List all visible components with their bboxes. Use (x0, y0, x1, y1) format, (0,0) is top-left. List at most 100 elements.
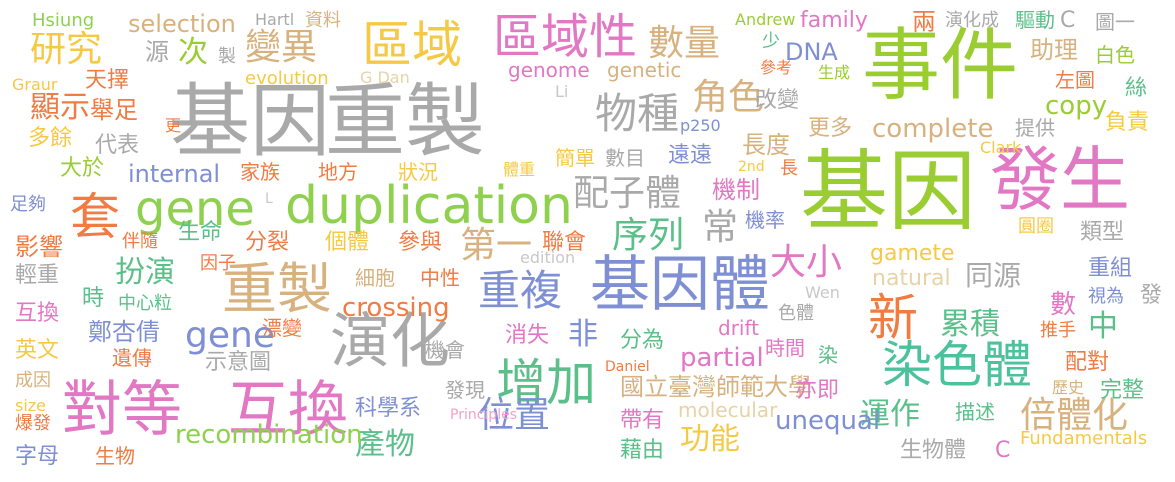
word-wuzhong: 物種 (595, 89, 680, 138)
word-zhong: 中 (1088, 309, 1118, 344)
word-shengwu: 生物 (95, 444, 135, 468)
word-gengduo: 更多 (808, 116, 853, 141)
word-seti: 色體 (778, 303, 814, 324)
word-changdu: 長度 (742, 131, 790, 159)
word-jieyou: 藉由 (620, 438, 665, 463)
word-xiaoshi: 消失 (505, 323, 550, 348)
word-weizhi: 位置 (478, 395, 551, 436)
word-wanzheng: 完整 (1100, 378, 1145, 403)
word-hsiung: Hsiung (32, 10, 95, 31)
word-selection: selection (128, 10, 236, 38)
word-p250: p250 (680, 116, 721, 135)
word-yuan: 源 (145, 38, 169, 66)
word-ziliao: 資料 (305, 10, 341, 31)
word-chengyin: 成因 (15, 370, 51, 391)
word-shumu: 數目 (605, 146, 645, 170)
word-wen: Wen (805, 283, 840, 302)
word-xulie: 序列 (612, 215, 685, 256)
word-2nd: 2nd (738, 159, 765, 175)
word-shiwei: 視為 (1088, 286, 1124, 307)
word-liang: 兩 (912, 8, 936, 36)
word-jiyinti: 基因體 (590, 250, 770, 320)
word-zhongxing: 中性 (420, 266, 460, 290)
word-drift: drift (718, 316, 760, 340)
word-canyu: 參與 (398, 230, 443, 255)
word-daibiao: 代表 (95, 133, 140, 158)
word-hartl: Hartl (255, 10, 295, 29)
word-duideng: 對等 (62, 375, 182, 445)
word-yuanquan: 圓圈 (1018, 216, 1054, 237)
word-juzu: 舉足 (90, 96, 138, 124)
word-zhengxingqian: 鄭杏倩 (88, 318, 160, 346)
word-zengjia: 增加 (496, 354, 596, 412)
word-lianhui: 聯會 (542, 230, 587, 255)
word-ci: 次 (178, 35, 208, 70)
word-yuanyuan: 遠遠 (668, 143, 713, 168)
word-si: 絲 (1125, 76, 1148, 101)
word-xin: 新 (868, 289, 918, 347)
word-dayu: 大於 (60, 156, 105, 181)
word-zhi: 製 (218, 46, 236, 67)
word-unequal: unequal (775, 406, 881, 436)
word-complete: complete (872, 114, 994, 144)
word-xianshi: 顯示 (30, 90, 90, 125)
word-shuliang: 數量 (648, 23, 721, 64)
word-l: L (265, 191, 273, 207)
word-genome: genome (508, 58, 590, 82)
word-miaoshu: 描述 (955, 400, 995, 424)
word-fenwei: 分為 (620, 328, 665, 353)
word-faxian: 發現 (445, 378, 485, 402)
word-kexuexi: 科學系 (355, 396, 422, 421)
word-dna: DNA (785, 38, 838, 66)
word-yingwen: 英文 (15, 338, 60, 363)
word-shengcheng: 生成 (818, 63, 851, 82)
word-tigong: 提供 (1015, 116, 1055, 140)
word-yichuan: 遺傳 (112, 346, 152, 370)
word-zugou: 足夠 (10, 194, 46, 215)
word-chongzu: 重組 (1088, 256, 1133, 281)
word-shao: 少 (762, 31, 780, 52)
word-tuishou: 推手 (1040, 320, 1076, 341)
word-duoyu: 多餘 (28, 126, 73, 151)
word-size: size (15, 396, 47, 415)
word-bianyi: 變異 (245, 27, 318, 68)
word-lishi: 歷史 (1052, 378, 1085, 397)
word-qudong: 驅動 (1015, 8, 1055, 32)
word-fundamentals: Fundamentals (1020, 428, 1148, 449)
word-yunzuo: 運作 (860, 397, 920, 432)
word-juese: 角色 (692, 77, 765, 118)
word-graur: Graur (12, 75, 58, 94)
word-qingzhong: 輕重 (15, 263, 60, 288)
word-peiziti: 配子體 (573, 173, 682, 214)
word-clark: Clark (980, 138, 1022, 157)
word-gene: gene (135, 181, 255, 237)
word-geng: 更 (165, 116, 182, 135)
word-molecular: molecular (678, 398, 778, 422)
word-shijian-2: 時間 (765, 336, 805, 360)
word-zhongxinli: 中心粒 (118, 293, 172, 314)
word-zimu: 字母 (15, 444, 60, 469)
word-edition: edition (520, 248, 576, 267)
word-gaibian: 改變 (755, 88, 800, 113)
word-daiyou: 帶有 (620, 408, 665, 433)
word-beitihua: 倍體化 (1020, 395, 1129, 436)
word-yanhuacheng: 演化成 (945, 10, 999, 31)
word-huhuan: 互換 (228, 375, 348, 445)
word-evolution: evolution (245, 68, 329, 89)
word-ran: 染 (818, 343, 838, 367)
word-c-1: C (1060, 8, 1076, 33)
word-ntnu: 國立臺灣師範大學 (620, 373, 812, 401)
word-tizhong: 體重 (503, 160, 536, 179)
word-fasheng: 發生 (990, 139, 1130, 221)
word-geti: 個體 (325, 230, 370, 255)
word-natural: natural (872, 266, 951, 291)
word-zhuli: 助理 (1030, 36, 1078, 64)
word-fei: 非 (568, 317, 598, 352)
word-huhuan-2: 互換 (15, 301, 60, 326)
word-quyuxing: 區域性 (493, 9, 638, 65)
word-ranseti: 染色體 (882, 336, 1032, 394)
word-duplication: duplication (285, 176, 573, 236)
word-quyu: 區域 (362, 16, 462, 74)
word-daxiao: 大小 (770, 242, 843, 283)
